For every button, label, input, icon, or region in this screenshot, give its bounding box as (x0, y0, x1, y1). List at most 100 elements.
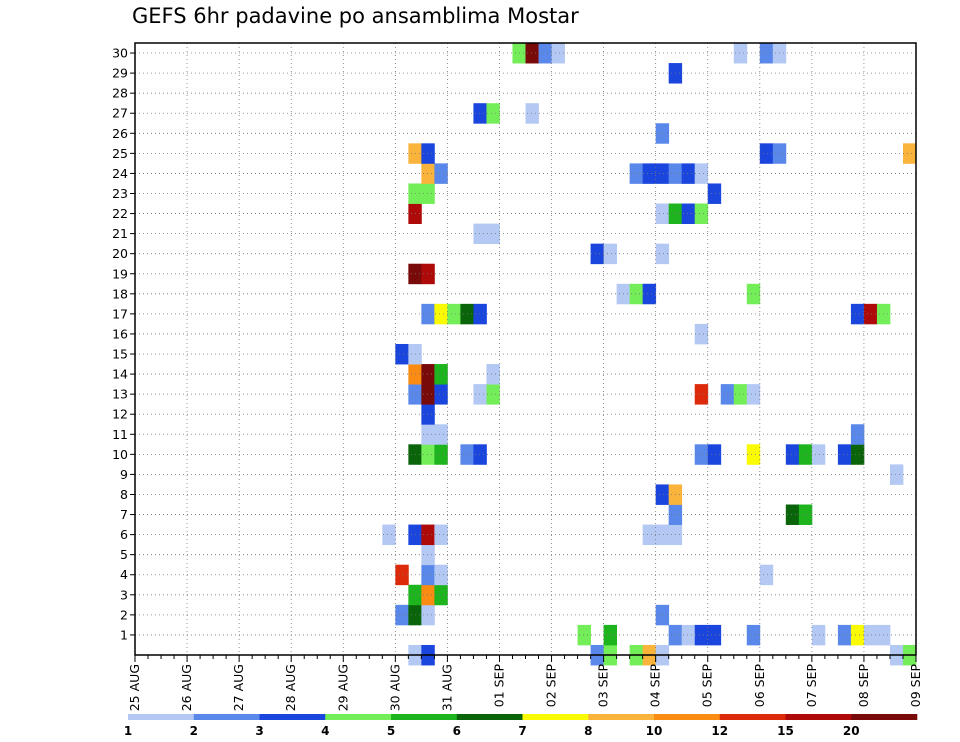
precip-cell (421, 524, 435, 546)
precip-cell (629, 163, 644, 184)
precip-cell (850, 303, 865, 325)
heatmap-cells (382, 43, 917, 666)
y-tick-label: 21 (112, 226, 128, 241)
precip-cell (421, 544, 435, 566)
y-tick-label: 26 (112, 126, 128, 141)
precip-cell (421, 404, 435, 425)
y-tick-label: 3 (120, 587, 128, 602)
precip-cell (486, 384, 500, 405)
x-tick-label: 26 AUG (179, 664, 194, 711)
precip-cell (681, 624, 696, 646)
precip-cell (785, 444, 800, 465)
x-tick-label: 04 SEP (648, 664, 663, 708)
x-tick-label: 09 SEP (908, 664, 923, 708)
colorbar-swatch (128, 714, 195, 720)
y-tick-label: 29 (112, 66, 128, 81)
colorbar-label: 3 (255, 724, 263, 738)
plot-frame (134, 42, 917, 656)
precip-cell (655, 163, 670, 184)
y-tick-label: 10 (112, 447, 128, 462)
colorbar-label: 7 (518, 724, 526, 738)
x-tick-label: 03 SEP (596, 664, 611, 708)
precip-cell (395, 564, 409, 586)
precip-cell (434, 163, 448, 184)
precip-cell (642, 163, 657, 184)
y-tick-label: 12 (112, 407, 128, 422)
precip-cell (655, 243, 670, 265)
x-tick-label: 01 SEP (491, 664, 506, 708)
precip-cell (434, 424, 448, 445)
y-tick-label: 18 (112, 286, 128, 301)
precip-cell (642, 283, 657, 305)
precip-cell (694, 624, 709, 646)
precip-cell (655, 484, 670, 505)
precip-cell (434, 303, 448, 325)
precip-cell (902, 143, 917, 164)
x-tick-label: 02 SEP (544, 664, 559, 708)
colorbar-label: 6 (453, 724, 461, 738)
precip-cell (850, 444, 865, 465)
precip-cell (395, 343, 409, 365)
precip-cell (681, 163, 696, 184)
precip-cell (655, 524, 670, 546)
x-tick-label: 25 AUG (127, 664, 142, 711)
precip-cell (694, 323, 709, 345)
colorbar-label: 5 (387, 724, 395, 738)
x-tick-label: 29 AUG (335, 664, 350, 711)
y-axis: 1234567891011121314151617181920212223242… (112, 46, 135, 642)
precip-cell (421, 303, 435, 325)
precip-cell (434, 524, 448, 546)
colorbar-swatch (654, 714, 721, 720)
y-tick-label: 25 (112, 146, 128, 161)
precip-cell (434, 384, 448, 405)
precip-cell (525, 103, 539, 124)
precip-cell (785, 504, 800, 525)
colorbar-swatch (785, 714, 852, 720)
precip-cell (811, 624, 826, 646)
precip-cell (733, 43, 748, 64)
precip-cell (486, 364, 500, 385)
precip-cell (382, 524, 396, 546)
precip-cell (434, 444, 448, 465)
precip-cell (421, 604, 435, 626)
y-tick-label: 4 (120, 567, 128, 582)
precip-cell (577, 624, 591, 646)
y-tick-label: 27 (112, 106, 128, 121)
y-tick-label: 28 (112, 86, 128, 101)
colorbar-swatch (522, 714, 589, 720)
y-tick-label: 17 (112, 306, 128, 321)
colorbar-label: 10 (646, 724, 663, 738)
y-tick-label: 22 (112, 206, 128, 221)
y-tick-label: 5 (120, 547, 128, 562)
colorbar: 1 2 3 4 5 6 7 8 10 12 15 20 (124, 714, 918, 738)
precip-cell (681, 203, 696, 224)
colorbar-label: 4 (321, 724, 329, 738)
precip-cell (850, 424, 865, 445)
precip-cell (746, 283, 761, 305)
x-tick-label: 07 SEP (804, 664, 819, 708)
precip-cell (421, 263, 435, 285)
colorbar-swatch (325, 714, 392, 720)
precip-cell (759, 43, 774, 64)
precip-cell (629, 283, 644, 305)
precip-cell (421, 143, 435, 164)
precip-cell (551, 43, 565, 64)
precip-cell (798, 444, 813, 465)
precip-cell (538, 43, 552, 64)
precip-cell (733, 384, 748, 405)
precip-cell (590, 243, 604, 265)
precip-cell (694, 163, 709, 184)
precip-cell (421, 183, 435, 204)
colorbar-swatch (193, 714, 260, 720)
precip-cell (798, 504, 813, 525)
y-tick-label: 23 (112, 186, 128, 201)
x-tick-label: 31 AUG (439, 664, 454, 711)
chart-title: GEFS 6hr padavine po ansamblima Mostar (132, 4, 579, 28)
x-tick-label: 08 SEP (856, 664, 871, 708)
y-tick-label: 2 (120, 607, 128, 622)
y-tick-label: 20 (112, 246, 128, 261)
y-tick-label: 7 (120, 507, 128, 522)
precip-cell (863, 624, 878, 646)
precip-cell (421, 163, 435, 184)
colorbar-swatch (588, 714, 655, 720)
